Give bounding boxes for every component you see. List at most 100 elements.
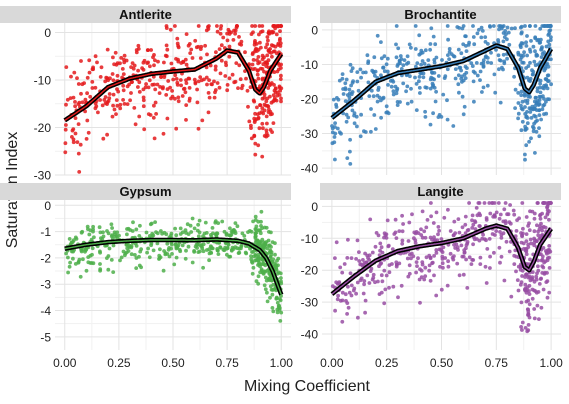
data-point [513, 87, 518, 92]
data-point [386, 83, 390, 87]
data-point [356, 88, 361, 93]
data-point [338, 265, 343, 270]
data-point [509, 294, 514, 299]
data-point [196, 79, 201, 84]
data-point [417, 52, 422, 57]
data-point [94, 104, 99, 109]
data-point [185, 222, 190, 227]
data-point [477, 27, 481, 32]
data-point [536, 62, 540, 67]
y-tick-label: -20 [34, 121, 52, 135]
data-point [520, 328, 524, 332]
data-point [340, 270, 345, 275]
data-point [481, 58, 486, 62]
data-point [73, 131, 78, 136]
data-point [525, 110, 529, 114]
data-point [240, 231, 245, 236]
panel-langite: Langite 0 -10 -20 -30 -400.00 0.25 0.50 0.75 1.00 [301, 183, 563, 370]
data-point [446, 37, 450, 42]
data-point [100, 103, 105, 108]
data-point [140, 66, 145, 70]
data-point [413, 24, 418, 28]
data-point [78, 274, 83, 279]
data-point [164, 43, 169, 48]
y-tick-label: 0 [44, 199, 51, 213]
data-point [238, 77, 243, 82]
data-point [455, 25, 460, 29]
data-point [266, 38, 270, 43]
data-point [107, 246, 112, 251]
data-point [400, 238, 405, 243]
data-point [422, 61, 427, 66]
data-point [71, 256, 75, 261]
data-point [332, 140, 337, 145]
data-point [119, 56, 124, 60]
data-point [533, 35, 538, 40]
data-point [529, 241, 533, 246]
data-point [396, 46, 401, 51]
data-point [107, 96, 112, 101]
data-point [253, 141, 258, 146]
data-point [77, 170, 82, 174]
data-point [431, 111, 435, 116]
data-point [547, 217, 551, 222]
data-point [258, 270, 262, 275]
data-point [121, 83, 126, 88]
data-point [197, 249, 202, 254]
data-point [524, 272, 529, 277]
data-point [483, 40, 488, 44]
data-point [331, 97, 336, 102]
data-point [203, 43, 208, 48]
data-point [174, 126, 179, 131]
data-point [508, 203, 512, 207]
data-point [467, 40, 471, 45]
data-point [382, 301, 387, 306]
data-point [260, 121, 265, 126]
data-point [496, 53, 501, 58]
data-point [420, 260, 425, 264]
data-point [393, 217, 398, 222]
data-point [471, 79, 476, 84]
data-point [417, 79, 421, 84]
data-point [71, 127, 76, 131]
data-point [516, 288, 521, 293]
data-point [525, 53, 529, 58]
data-point [546, 64, 551, 69]
data-point [516, 264, 521, 269]
data-point [229, 248, 234, 252]
data-point [379, 56, 384, 61]
data-point [93, 54, 98, 59]
data-point [132, 106, 137, 110]
data-point [274, 32, 279, 37]
data-point [340, 290, 345, 295]
data-point [540, 264, 545, 268]
data-point [461, 42, 466, 47]
data-point [183, 90, 188, 95]
data-point [371, 69, 376, 74]
data-point [478, 78, 482, 82]
data-point [389, 84, 394, 89]
data-point [66, 270, 70, 275]
data-point [436, 232, 440, 237]
data-point [545, 73, 550, 78]
x-tick-label: 0.75 [215, 356, 239, 370]
data-point [363, 310, 367, 315]
data-point [538, 213, 542, 218]
data-point [177, 247, 182, 252]
data-point [472, 42, 477, 47]
data-point [488, 211, 493, 216]
data-point [528, 237, 533, 242]
data-point [541, 201, 546, 205]
data-point [523, 326, 528, 330]
data-point [348, 149, 352, 154]
data-point [481, 64, 486, 68]
data-point [545, 97, 550, 101]
data-point [188, 223, 193, 228]
data-point [88, 94, 93, 99]
data-point [471, 222, 476, 227]
data-point [348, 137, 352, 142]
data-point [368, 269, 373, 273]
data-point [223, 74, 228, 78]
data-point [394, 55, 399, 60]
data-point [519, 53, 523, 58]
